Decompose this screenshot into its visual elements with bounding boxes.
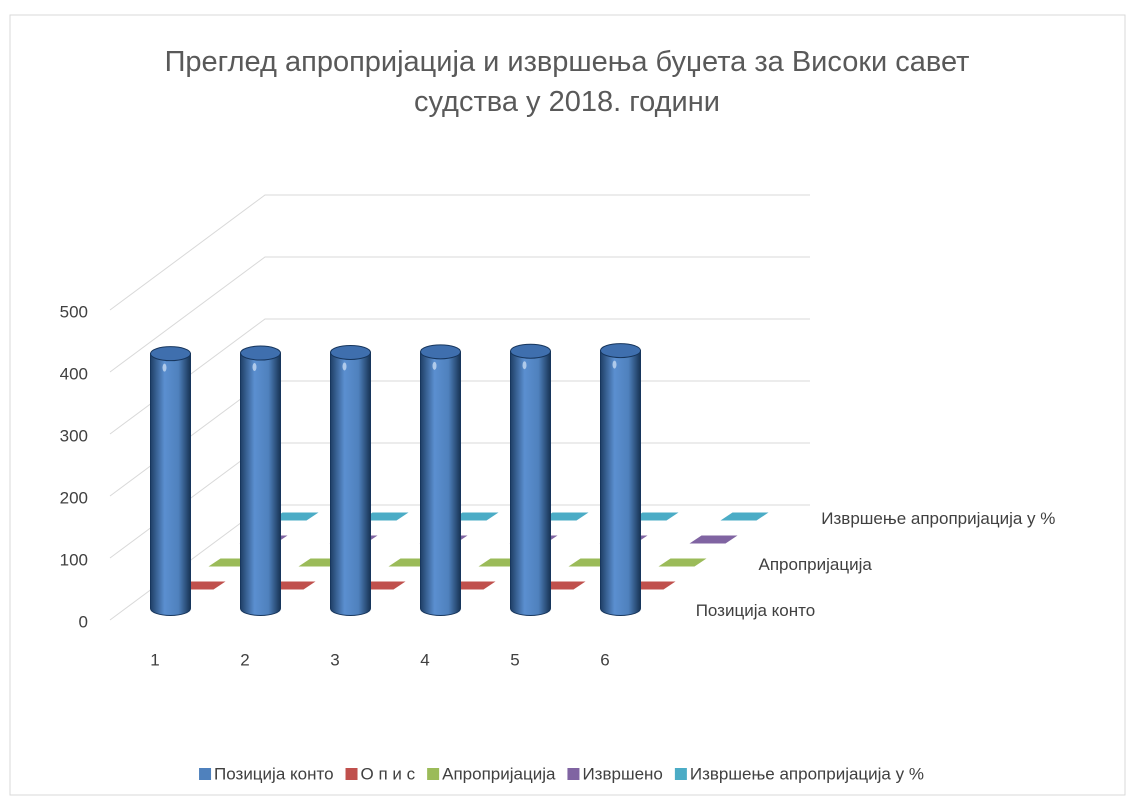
bar [540, 512, 589, 521]
bar-highlight [612, 360, 617, 369]
y-tick-label: 100 [60, 550, 88, 569]
legend-swatch [674, 768, 687, 780]
legend-label: Позиција конто [214, 764, 333, 783]
legend-label: Извршење апропријација у % [690, 764, 924, 783]
bar-top [510, 343, 551, 359]
legend-swatch [199, 768, 212, 780]
depth-label: Извршење апропријација у % [821, 509, 1055, 528]
x-tick-label: 2 [240, 650, 249, 669]
bar [600, 350, 641, 616]
y-tick-label: 300 [60, 426, 88, 445]
bar [330, 351, 371, 616]
bar [630, 512, 679, 521]
bar [360, 512, 409, 521]
bar-highlight [522, 361, 527, 370]
bar-top [420, 344, 461, 360]
depth-label: Апропријација [759, 555, 873, 574]
y-tick-label: 0 [79, 612, 88, 631]
bar [150, 353, 191, 616]
legend-swatch [427, 768, 440, 780]
x-tick-label: 6 [600, 650, 609, 669]
y-tick-label: 200 [60, 488, 88, 507]
legend-label: Апропријација [442, 764, 556, 783]
grid-line [109, 256, 810, 373]
legend-swatch [345, 768, 358, 780]
y-tick-label: 500 [60, 302, 88, 321]
legend: Позиција конто О п и с Апропријација Изврше… [199, 764, 924, 783]
y-tick-label: 400 [60, 364, 88, 383]
bar-highlight [252, 363, 257, 372]
legend-label: Извршено [582, 764, 662, 783]
chart-frame [9, 14, 1126, 796]
bar [720, 512, 769, 521]
bar-top [330, 344, 371, 360]
bar [420, 351, 461, 616]
legend-label: О п и с [361, 764, 416, 783]
bar-top [150, 346, 191, 362]
bar-highlight [162, 363, 167, 372]
bar [658, 558, 707, 567]
x-tick-label: 1 [150, 650, 159, 669]
legend-swatch [567, 768, 580, 780]
bar [689, 535, 738, 544]
bar-top [240, 345, 281, 361]
x-tick-label: 5 [510, 650, 519, 669]
grid-line [109, 194, 810, 311]
x-tick-label: 4 [420, 650, 429, 669]
bar [450, 512, 499, 521]
bar [510, 350, 551, 616]
bar-highlight [342, 362, 347, 371]
bar [270, 512, 319, 521]
depth-label: Позиција конто [696, 601, 815, 620]
bar-top [600, 343, 641, 359]
chart-title: Преглед апропријација и извршења буџета … [164, 46, 970, 118]
x-tick-label: 3 [330, 650, 339, 669]
bar-highlight [432, 361, 437, 370]
bar [240, 352, 281, 616]
